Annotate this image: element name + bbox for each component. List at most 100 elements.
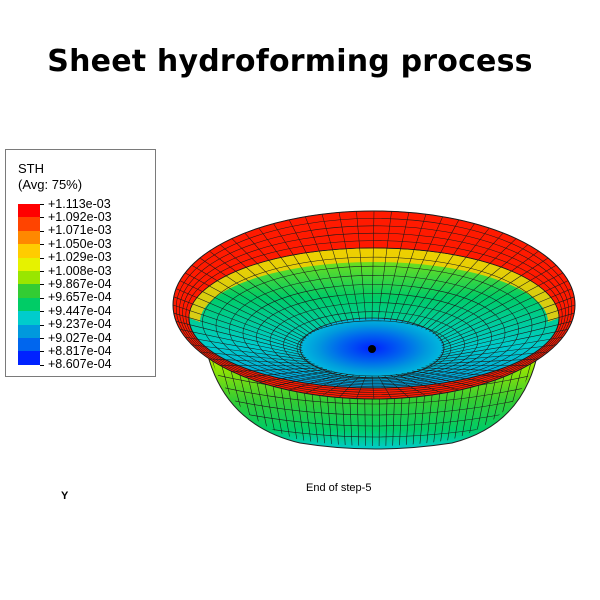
mesh-radial-line (429, 358, 539, 365)
mesh-radial-line (416, 369, 504, 378)
legend-level-label: +1.029e-03 (48, 250, 112, 265)
mesh-radial-line (401, 219, 460, 323)
mesh-radial-line (377, 375, 392, 399)
mesh-radial-line (377, 211, 392, 321)
legend-tick (40, 324, 44, 326)
mesh-radial-line (231, 238, 323, 329)
mesh-radial-line (440, 288, 573, 344)
triad-y-label: Y (61, 490, 69, 502)
legend-swatch (18, 311, 40, 326)
mesh-radial-line (395, 216, 443, 322)
legend-level-label: +9.657e-04 (48, 290, 112, 305)
mesh-radial-line (406, 223, 475, 324)
dome-center (368, 345, 376, 353)
mesh-ring (182, 232, 566, 393)
mesh-radial-line (173, 296, 303, 346)
mesh-radial-line (258, 227, 333, 326)
mesh-radial-line (191, 344, 309, 361)
legend-swatch (18, 351, 40, 366)
mesh-ring (188, 247, 560, 389)
mesh-radial-line (425, 365, 528, 367)
legend-tick (40, 204, 44, 205)
mesh-radial-line (412, 370, 490, 383)
mesh-ring (283, 311, 465, 378)
mesh-radial-line (441, 304, 576, 349)
element-mesh (172, 210, 576, 400)
legend-tick (40, 364, 44, 366)
mesh-radial-line (435, 344, 557, 361)
step-caption: End of step-5 (306, 482, 372, 494)
mesh-radial-line (244, 232, 328, 327)
legend-swatch (18, 230, 40, 245)
mesh-radial-line (401, 373, 460, 391)
legend-tick (40, 257, 44, 259)
mesh-radial-line (389, 214, 427, 322)
legend-level-label: +1.050e-03 (48, 236, 112, 251)
mesh-radial-line (441, 312, 575, 351)
mesh-radial-line (435, 265, 557, 337)
legend-swatch (18, 204, 40, 218)
mesh-radial-line (421, 238, 517, 329)
mesh-radial-line (258, 370, 332, 383)
mesh-radial-line (389, 374, 427, 397)
mesh-radial-line (172, 304, 303, 349)
legend-level-label: +8.607e-04 (48, 357, 112, 372)
legend-tick (40, 271, 44, 272)
mesh-radial-line (338, 212, 361, 321)
mesh-ring (296, 320, 452, 377)
mesh-radial-line (305, 374, 349, 394)
legend-level-label: +8.817e-04 (48, 343, 112, 358)
mesh-radial-line (321, 214, 355, 322)
legend-tick (40, 284, 44, 286)
mesh-radial-line (273, 223, 338, 324)
mesh-radial-line (184, 272, 307, 339)
mesh-radial-line (273, 371, 338, 387)
legend-averaging-label: (Avg: 75%) (18, 177, 83, 192)
mesh-radial-line (231, 367, 323, 372)
legend-tick (40, 244, 44, 246)
legend-swatch (18, 271, 40, 285)
mesh-radial-line (288, 373, 343, 391)
mesh-radial-line (175, 321, 304, 354)
mesh-radial-line (437, 272, 564, 339)
legend-level-label: +9.027e-04 (48, 330, 112, 345)
mesh-radial-line (440, 321, 573, 354)
mesh-radial-line (356, 211, 367, 321)
mesh-radial-line (173, 312, 303, 351)
mesh-radial-line (411, 227, 490, 326)
mesh-radial-line (179, 329, 305, 356)
legend-level-label: +1.071e-03 (48, 223, 112, 238)
mesh-radial-line (437, 336, 563, 358)
legend-swatch (18, 217, 40, 232)
mesh-radial-line (371, 210, 375, 321)
legend-tick (40, 297, 44, 299)
legend-swatch (18, 324, 40, 339)
mesh-radial-line (338, 375, 361, 398)
mesh-radial-line (432, 351, 549, 363)
mesh-radial-line (416, 232, 504, 327)
contour-legend: STH (Avg: 75%) +1.113e-03 +1.092e-03 +1.07… (5, 149, 156, 377)
legend-tick (40, 351, 44, 353)
legend-level-label: +1.008e-03 (48, 263, 112, 278)
mesh-radial-line (219, 244, 319, 331)
legend-tick (40, 217, 44, 219)
mesh-radial-line (441, 296, 575, 346)
mesh-radial-line (395, 374, 443, 394)
legend-tick (40, 338, 44, 339)
mesh-radial-line (199, 257, 312, 335)
legend-level-label: +9.237e-04 (48, 317, 112, 332)
mesh-radial-line (356, 375, 367, 399)
mesh-radial-line (439, 329, 569, 356)
mesh-ring (185, 240, 563, 391)
legend-level-label: +9.447e-04 (48, 303, 112, 318)
mesh-radial-line (288, 219, 343, 323)
mesh-radial-line (209, 250, 315, 333)
mesh-radial-line (383, 212, 410, 321)
legend-swatch (18, 297, 40, 312)
mesh-radial-line (321, 374, 355, 397)
mesh-radial-line (383, 375, 410, 398)
mesh-radial-line (406, 371, 475, 387)
legend-level-label: +1.092e-03 (48, 209, 112, 224)
mesh-radial-line (209, 358, 315, 365)
